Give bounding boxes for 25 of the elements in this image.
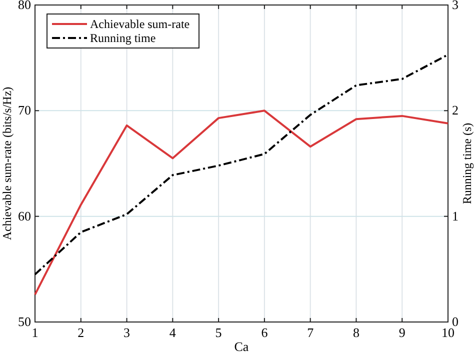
x-tick-label: 5 — [215, 325, 222, 340]
x-tick-label: 10 — [442, 325, 454, 340]
legend-label: Running time — [90, 31, 156, 45]
line-series — [34, 54, 449, 276]
legend-label: Achievable sum-rate — [90, 17, 190, 31]
x-tick-label: 6 — [261, 325, 268, 340]
y-axis-title: Achievable sum-rate (bits/s/Hz) — [0, 86, 14, 240]
y2-tick-label: 3 — [452, 0, 458, 12]
x-tick-label: 7 — [307, 325, 314, 340]
y2-tick-label: 2 — [452, 102, 458, 118]
y-tick-label: 70 — [18, 102, 31, 118]
y-tick-label: 80 — [18, 0, 31, 12]
x-tick-label: 1 — [32, 325, 38, 340]
x-tick-label: 3 — [124, 325, 130, 340]
y2-tick-label: 0 — [452, 314, 458, 329]
y2-tick-label: 1 — [452, 208, 458, 224]
y-tick-label: 50 — [18, 314, 31, 329]
x-tick-label: 8 — [352, 325, 360, 340]
y2-axis-title: Running time (s) — [460, 122, 474, 204]
x-tick-label: 2 — [78, 325, 84, 340]
x-tick-label: 4 — [169, 325, 176, 340]
x-tick-label: 9 — [398, 325, 406, 340]
y-tick-label: 60 — [18, 208, 31, 224]
line-series — [34, 110, 449, 296]
x-axis-title: Ca — [234, 339, 249, 354]
